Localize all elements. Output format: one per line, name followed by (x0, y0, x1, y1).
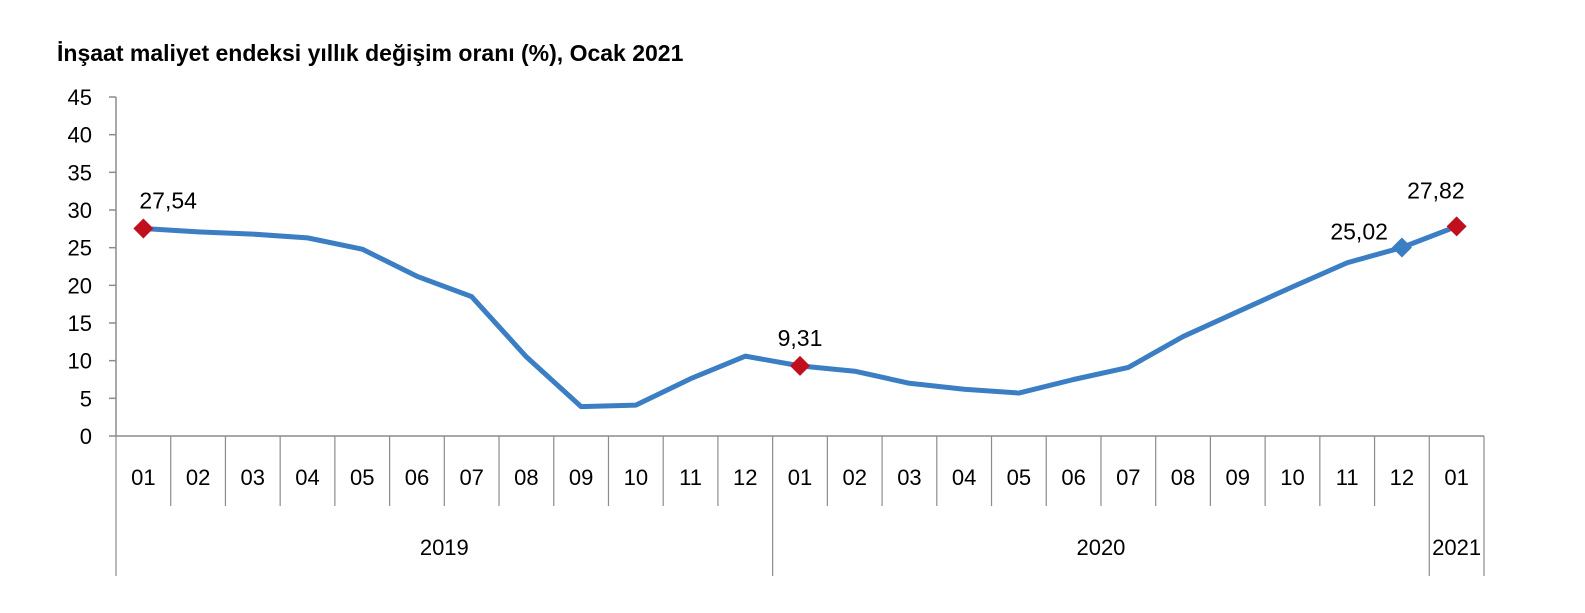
y-tick-label: 0 (80, 424, 92, 449)
y-tick-label: 20 (68, 273, 92, 298)
diamond-marker (133, 218, 154, 239)
x-axis-ticks: 01 02 03 04 05 06 07 08 09 10 11 12 01 02 03 04 05 06 07 08… (115, 436, 1485, 576)
x-tick-label: 11 (679, 465, 702, 490)
axes (115, 97, 1484, 437)
diamond-marker (1391, 237, 1412, 258)
chart-title: İnşaat maliyet endeksi yıllık değişim or… (57, 40, 684, 66)
series-polyline (140, 223, 1460, 410)
x-tick-label: 08 (514, 465, 538, 490)
x-tick-label: 12 (733, 465, 757, 490)
y-tick-label: 30 (68, 198, 92, 223)
x-tick-label: 12 (1390, 465, 1414, 490)
x-tick-label: 10 (1280, 465, 1304, 490)
x-tick-label: 09 (1226, 465, 1250, 490)
diamond-marker (790, 355, 810, 376)
y-tick-label: 10 (68, 349, 92, 374)
x-tick-label: 03 (241, 465, 265, 490)
y-tick-label: 25 (68, 236, 92, 261)
diamond-marker (1446, 216, 1467, 237)
x-tick-label: 04 (295, 465, 319, 490)
series-line (140, 223, 1460, 410)
x-tick-label: 09 (569, 465, 593, 490)
y-tick-label: 5 (80, 386, 92, 411)
x-tick-label: 01 (131, 465, 155, 490)
y-tick-label: 40 (68, 123, 92, 148)
y-tick-label: 35 (68, 160, 92, 185)
year-group-label: 2020 (1076, 535, 1125, 560)
x-tick-label: 06 (405, 465, 429, 490)
y-tick-label: 45 (68, 85, 92, 110)
x-tick-label: 07 (1116, 465, 1140, 490)
data-labels: 27,54 9,31 25,02 27,82 (139, 177, 1464, 350)
data-label: 27,54 (139, 188, 197, 214)
data-label: 27,82 (1407, 177, 1465, 203)
data-label: 25,02 (1330, 219, 1388, 245)
x-tick-label: 04 (952, 465, 976, 490)
x-tick-label: 08 (1171, 465, 1195, 490)
y-axis-ticks: 0 5 10 15 20 25 30 35 40 45 (68, 85, 116, 449)
x-tick-label: 01 (1444, 465, 1468, 490)
x-tick-label: 05 (350, 465, 374, 490)
year-group-label: 2019 (420, 535, 469, 560)
year-group-label: 2021 (1432, 535, 1481, 560)
x-tick-label: 07 (459, 465, 483, 490)
x-tick-label: 11 (1336, 465, 1359, 490)
x-tick-label: 02 (842, 465, 866, 490)
x-tick-label: 03 (897, 465, 921, 490)
x-tick-label: 05 (1007, 465, 1031, 490)
y-tick-label: 15 (68, 311, 92, 336)
data-label: 9,31 (778, 325, 823, 351)
point-markers (133, 216, 1467, 376)
x-tick-label: 02 (186, 465, 210, 490)
x-tick-label: 06 (1061, 465, 1085, 490)
x-tick-label: 01 (788, 465, 812, 490)
x-tick-label: 10 (624, 465, 648, 490)
